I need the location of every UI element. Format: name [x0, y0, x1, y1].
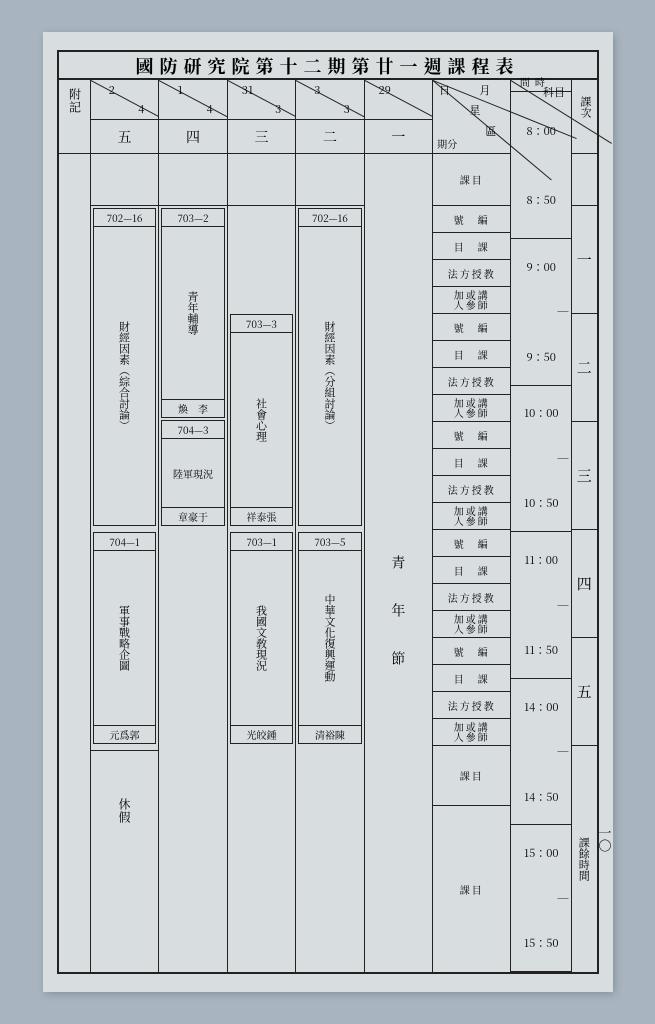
document-page: 國防研究院第十二期第廿一週課程表 附記 2 4 五 — [43, 32, 613, 992]
mon-body: 青 年 節 — [365, 154, 432, 972]
period-5: 五 — [572, 638, 596, 746]
period-header: 課次 — [572, 80, 596, 154]
time-5: 15：00 ｜ 15：50 — [511, 825, 571, 972]
col-time: 科目 時間 8：00 8：50 9：00 ｜ 9：50 10：00 ｜ 10：5… — [510, 80, 571, 972]
youth-day: 青 年 節 — [365, 206, 432, 1024]
info-p3: 號 編 目 課 法方授教 加或講 人參師 — [433, 422, 510, 530]
page-number: 一〇 — [596, 826, 615, 852]
info-p1: 號 編 目 課 法方授教 加或講 人參師 — [433, 206, 510, 314]
col-info: 日 月 星 期分 區 課目 號 編 目 課 法方授教 加或講 — [432, 80, 510, 972]
period-3: 三 — [572, 422, 596, 530]
col-period: 課次 一 二 三 四 五 課餘時間 — [571, 80, 596, 972]
wed-date: 31 3 — [228, 80, 295, 120]
col-thursday: 1 4 四 703—2 青年輔導 煥 李 704—3 陸軍現況 章豪于 — [158, 80, 226, 972]
period-1: 一 — [572, 206, 596, 314]
col-wednesday: 31 3 三 703—3 社會心理 祥泰張 703—1 我國文敎現況 光皎鍾 — [227, 80, 295, 972]
time-0: 8：00 8：50 — [511, 92, 571, 239]
col-tuesday: 3 3 二 702—16 財經因素（分組討論） 703—5 中華文化復興運動 清… — [295, 80, 363, 972]
info-p5: 號 編 目 課 法方授教 加或講 人參師 — [433, 638, 510, 746]
thu-body: 703—2 青年輔導 煥 李 704—3 陸軍現況 章豪于 — [159, 154, 226, 972]
time-4: 14：00 ｜ 14：50 — [511, 679, 571, 826]
info-header: 日 月 星 期分 區 — [433, 80, 510, 154]
info-p4: 號 編 目 課 法方授教 加或講 人參師 — [433, 530, 510, 638]
wed-body: 703—3 社會心理 祥泰張 703—1 我國文敎現況 光皎鍾 — [228, 154, 295, 972]
course-tue-2: 703—5 中華文化復興運動 清裕陳 — [298, 532, 361, 744]
fri-body: 702—16 財經因素（綜合討論） 704—1 軍事戰略企圖 元爲郭 休假 — [91, 154, 158, 972]
schedule-grid: 附記 2 4 五 702—16 財經因素（綜合討論） — [59, 80, 597, 972]
course-fri-2: 704—1 軍事戰略企圖 元爲郭 — [93, 532, 156, 744]
course-wed-1: 703—3 社會心理 祥泰張 — [230, 314, 293, 526]
notes-body — [59, 154, 90, 972]
table-frame: 國防研究院第十二期第廿一週課程表 附記 2 4 五 — [57, 50, 599, 974]
col-friday: 2 4 五 702—16 財經因素（綜合討論） 704—1 軍事戰略企圖 元爲郭 — [90, 80, 158, 972]
col-monday: 29 一 青 年 節 — [364, 80, 432, 972]
title: 國防研究院第十二期第廿一週課程表 — [59, 52, 597, 80]
mon-date: 29 — [365, 80, 432, 120]
time-1: 9：00 ｜ 9：50 — [511, 239, 571, 386]
course-tue-1: 702—16 財經因素（分組討論） — [298, 208, 361, 526]
course-thu-2: 704—3 陸軍現況 章豪于 — [161, 420, 224, 526]
course-wed-2: 703—1 我國文敎現況 光皎鍾 — [230, 532, 293, 744]
time-2: 10：00 ｜ 10：50 — [511, 386, 571, 533]
period-2: 二 — [572, 314, 596, 422]
col-notes: 附記 — [59, 80, 90, 972]
notes-header: 附記 — [59, 80, 90, 154]
tue-body: 702—16 財經因素（分組討論） 703—5 中華文化復興運動 清裕陳 — [296, 154, 363, 972]
thu-date: 1 4 — [159, 80, 226, 120]
info-top: 課目 — [433, 154, 510, 206]
time-3: 11：00 ｜ 11：50 — [511, 532, 571, 679]
time-header: 科目 時間 — [511, 80, 571, 92]
course-thu-1: 703—2 青年輔導 煥 李 — [161, 208, 224, 418]
info-p2: 號 編 目 課 法方授教 加或講 人參師 — [433, 314, 510, 422]
course-fri-1: 702—16 財經因素（綜合討論） — [93, 208, 156, 526]
fri-holiday: 休假 — [116, 798, 133, 824]
tue-date: 3 3 — [296, 80, 363, 120]
fri-weekday: 五 — [91, 120, 158, 154]
fri-date: 2 4 — [91, 80, 158, 120]
period-extra: 課餘時間 — [572, 746, 596, 972]
period-4: 四 — [572, 530, 596, 638]
